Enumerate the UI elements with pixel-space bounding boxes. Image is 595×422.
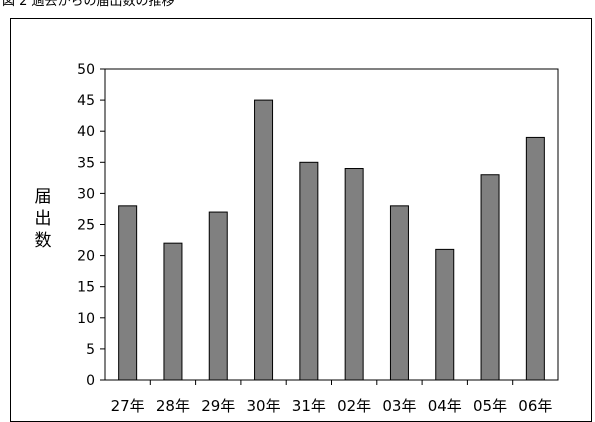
x-tick-label: 29年 <box>201 397 235 415</box>
y-axis-label: 届出数 <box>33 186 53 252</box>
bar <box>435 248 455 381</box>
y-tick-label: 45 <box>77 93 95 109</box>
y-tick-label: 10 <box>77 311 95 327</box>
figure-title: 図 2 過去からの届出数の推移 <box>2 0 175 9</box>
y-tick-label: 25 <box>77 218 95 234</box>
x-tick-label: 31年 <box>292 397 326 415</box>
bar <box>118 205 138 381</box>
y-tick-label: 0 <box>86 373 95 389</box>
bar <box>480 174 500 381</box>
x-tick-label: 03年 <box>382 397 416 415</box>
x-tick-label: 06年 <box>518 397 552 415</box>
y-axis-label-char: 数 <box>34 231 52 251</box>
x-tick-label: 04年 <box>428 397 462 415</box>
bar <box>344 168 364 381</box>
bar <box>389 205 409 381</box>
x-tick-label: 28年 <box>156 397 190 415</box>
x-tick-label: 05年 <box>473 397 507 415</box>
bar <box>525 136 545 381</box>
y-tick-label: 40 <box>77 124 95 140</box>
x-tick-label: 30年 <box>247 397 281 415</box>
y-axis-label-char: 届 <box>34 187 52 207</box>
bar <box>299 161 319 381</box>
bar <box>254 99 274 381</box>
bar <box>208 211 228 381</box>
y-tick-label: 30 <box>77 186 95 202</box>
y-axis-label-char: 出 <box>34 209 52 229</box>
x-tick-label: 27年 <box>111 397 145 415</box>
y-tick-label: 15 <box>77 280 95 296</box>
y-tick-label: 5 <box>86 342 95 358</box>
bar <box>163 242 183 381</box>
y-tick-label: 50 <box>77 62 95 78</box>
y-tick-label: 20 <box>77 249 95 265</box>
y-tick-label: 35 <box>77 155 95 171</box>
x-tick-label: 02年 <box>337 397 371 415</box>
